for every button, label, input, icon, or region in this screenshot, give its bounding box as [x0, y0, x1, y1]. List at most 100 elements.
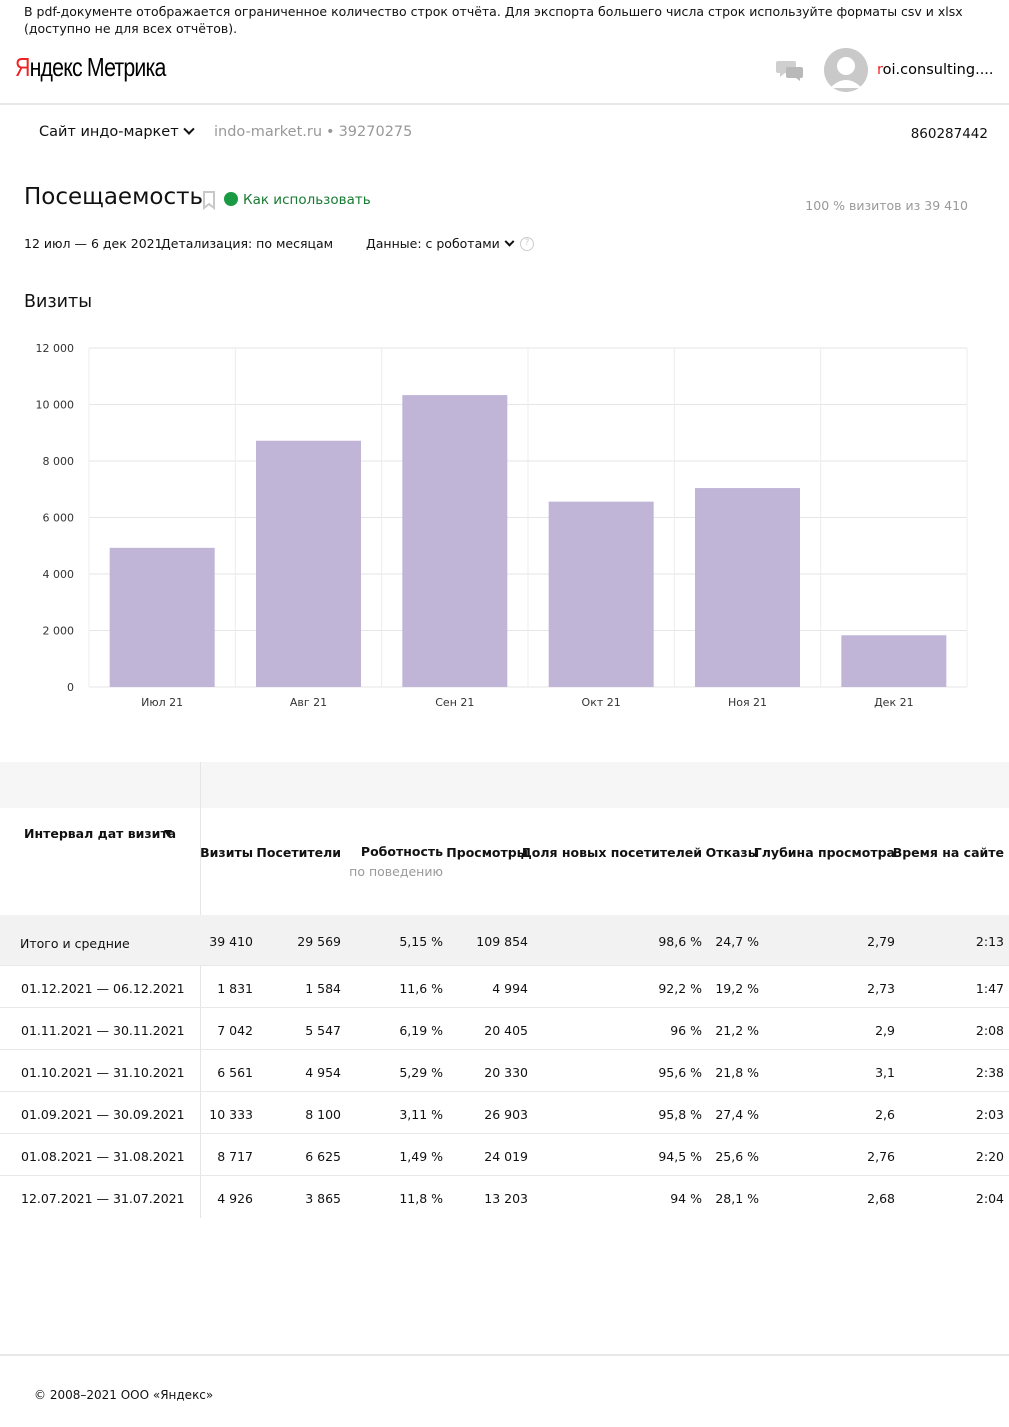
x-tick-label: Авг 21 — [290, 696, 327, 709]
y-tick-label: 8 000 — [43, 455, 75, 468]
cell-robotness: 11,8 % — [399, 1191, 443, 1206]
x-tick-label: Дек 21 — [874, 696, 914, 709]
row-date-interval[interactable]: 01.11.2021 — 30.11.2021 — [21, 1023, 185, 1038]
dataset-label: Данные: с роботами — [366, 236, 500, 251]
cell-visits: 1 831 — [217, 981, 253, 996]
total-pageviews: 109 854 — [476, 934, 528, 949]
cell-robotness: 5,29 % — [399, 1065, 443, 1080]
col-header-new-share[interactable]: Доля новых посетителей — [520, 845, 702, 860]
row-divider — [0, 1091, 1009, 1092]
yandex-metrika-logo[interactable]: Яндекс Метрика — [15, 52, 166, 83]
cell-visitors: 4 954 — [305, 1065, 341, 1080]
bar-Авг 21 — [256, 440, 361, 687]
cell-depth: 2,73 — [867, 981, 895, 996]
site-url[interactable]: indo-market.ru — [214, 124, 323, 140]
row-date-interval[interactable]: 01.10.2021 — 31.10.2021 — [21, 1065, 185, 1080]
howto-icon — [224, 192, 238, 206]
total-row — [0, 915, 1009, 965]
separator-dot: • — [326, 124, 335, 140]
cell-time: 2:20 — [975, 1149, 1004, 1164]
cell-time: 1:47 — [975, 981, 1004, 996]
cell-pageviews: 20 405 — [484, 1023, 528, 1038]
row-date-interval[interactable]: 01.08.2021 — 31.08.2021 — [21, 1149, 185, 1164]
total-time: 2:13 — [975, 934, 1004, 949]
col-header-bounces[interactable]: Отказы — [705, 845, 759, 860]
col-header-depth[interactable]: Глубина просмотра — [753, 845, 895, 860]
cell-time: 2:04 — [975, 1191, 1004, 1206]
col-header-robotness[interactable]: Роботность — [360, 844, 443, 859]
bar-Дек 21 — [841, 635, 947, 687]
cell-new-share: 94,5 % — [658, 1149, 702, 1164]
cell-robotness: 6,19 % — [399, 1023, 443, 1038]
sort-desc-icon[interactable] — [164, 830, 172, 837]
page-title: Посещаемость — [24, 184, 204, 210]
x-tick-label: Ноя 21 — [728, 696, 767, 709]
chevron-down-icon — [183, 123, 195, 135]
cell-pageviews: 13 203 — [484, 1191, 528, 1206]
col-header-date-interval[interactable]: Интервал дат визита — [24, 826, 177, 841]
header-divider — [0, 103, 1009, 105]
cell-visits: 4 926 — [217, 1191, 253, 1206]
cell-bounces: 27,4 % — [715, 1107, 759, 1122]
cell-pageviews: 4 994 — [492, 981, 528, 996]
site-info: indo-market.ru • 39270275 — [214, 124, 412, 140]
row-date-interval[interactable]: 01.12.2021 — 06.12.2021 — [21, 981, 185, 996]
cell-depth: 2,6 — [875, 1107, 895, 1122]
cell-time: 2:03 — [975, 1107, 1004, 1122]
cell-bounces: 21,2 % — [715, 1023, 759, 1038]
y-tick-label: 10 000 — [36, 399, 75, 412]
logo-rest: ндекс — [29, 52, 83, 82]
avatar[interactable] — [824, 48, 868, 92]
cell-new-share: 95,8 % — [658, 1107, 702, 1122]
x-tick-label: Окт 21 — [582, 696, 621, 709]
cell-depth: 2,9 — [875, 1023, 895, 1038]
cell-bounces: 28,1 % — [715, 1191, 759, 1206]
total-visitors: 29 569 — [297, 934, 341, 949]
bar-Июл 21 — [109, 547, 215, 687]
bookmark-icon[interactable] — [202, 190, 216, 210]
cell-depth: 2,68 — [867, 1191, 895, 1206]
cell-visitors: 3 865 — [305, 1191, 341, 1206]
y-tick-label: 12 000 — [36, 342, 75, 355]
chart-title: Визиты — [24, 292, 93, 312]
col-header-visits[interactable]: Визиты — [200, 845, 253, 860]
total-bounces: 24,7 % — [715, 934, 759, 949]
info-icon[interactable]: ? — [520, 237, 534, 251]
chat-icon[interactable] — [776, 58, 804, 82]
period-selector[interactable]: 12 июл — 6 дек 2021 — [24, 236, 163, 251]
detail-selector[interactable]: Детализация: по месяцам — [161, 236, 334, 251]
visits-share: 100 % визитов из 39 410 — [805, 198, 968, 213]
dataset-selector[interactable]: Данные: с роботами — [366, 236, 515, 251]
cell-visits: 6 561 — [217, 1065, 253, 1080]
row-divider — [0, 1007, 1009, 1008]
cell-visitors: 5 547 — [305, 1023, 341, 1038]
cell-depth: 2,76 — [867, 1149, 895, 1164]
howto-link[interactable]: Как использовать — [243, 192, 371, 208]
counter-id: 39270275 — [338, 124, 413, 140]
total-new-share: 98,6 % — [658, 934, 702, 949]
col-header-visitors[interactable]: Посетители — [256, 845, 341, 860]
cell-new-share: 92,2 % — [658, 981, 702, 996]
row-divider — [0, 965, 1009, 966]
row-divider — [0, 1133, 1009, 1134]
cell-robotness: 3,11 % — [399, 1107, 443, 1122]
row-date-interval[interactable]: 12.07.2021 — 31.07.2021 — [21, 1191, 185, 1206]
cell-visitors: 8 100 — [305, 1107, 341, 1122]
cell-time: 2:08 — [975, 1023, 1004, 1038]
cell-visits: 8 717 — [217, 1149, 253, 1164]
user-menu[interactable]: roi.consulting.... — [877, 62, 994, 78]
y-tick-label: 4 000 — [43, 568, 75, 581]
cell-new-share: 95,6 % — [658, 1065, 702, 1080]
cell-pageviews: 24 019 — [484, 1149, 528, 1164]
col-header-pageviews[interactable]: Просмотры — [446, 845, 528, 860]
cell-robotness: 1,49 % — [399, 1149, 443, 1164]
col-header-robotness-sub: по поведению — [349, 864, 443, 879]
row-date-interval[interactable]: 01.09.2021 — 30.09.2021 — [21, 1107, 185, 1122]
col-header-time[interactable]: Время на сайте — [892, 845, 1004, 860]
cell-bounces: 19,2 % — [715, 981, 759, 996]
y-tick-label: 6 000 — [43, 512, 75, 525]
username-rest: oi.consulting.... — [882, 62, 994, 78]
bar-Ноя 21 — [695, 488, 800, 687]
site-selector[interactable]: Сайт индо-маркет — [39, 123, 195, 140]
row-divider — [0, 1049, 1009, 1050]
